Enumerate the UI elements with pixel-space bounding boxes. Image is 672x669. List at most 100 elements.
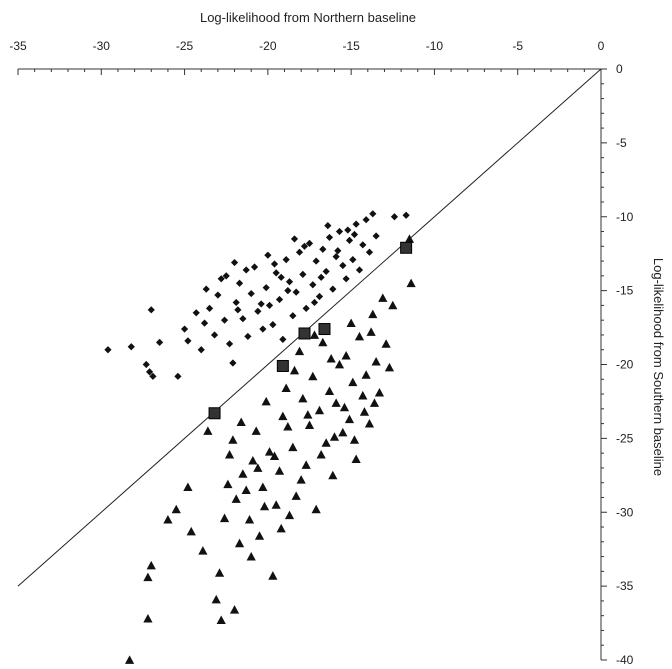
- diamond-point: [254, 308, 261, 315]
- x-tick-label: -10: [426, 39, 444, 53]
- diamond-point: [323, 268, 330, 275]
- triangle-point: [325, 386, 334, 395]
- diamond-point: [286, 278, 293, 285]
- diamond-point: [203, 286, 210, 293]
- y-tick-label: -20: [616, 358, 634, 372]
- diamond-point: [356, 266, 363, 273]
- triangle-point: [255, 531, 264, 540]
- diamond-point: [279, 336, 286, 343]
- diamond-point: [229, 359, 236, 366]
- diamond-point: [239, 315, 246, 322]
- diamond-point: [278, 274, 285, 281]
- y-tick-label: -15: [616, 284, 634, 298]
- triangle-point: [260, 502, 269, 511]
- diamond-point: [244, 333, 251, 340]
- x-tick-label: -25: [176, 39, 194, 53]
- diamond-point: [181, 325, 188, 332]
- diamond-point: [128, 343, 135, 350]
- x-tick-label: -15: [342, 39, 360, 53]
- triangle-point: [350, 435, 359, 444]
- diamond-point: [289, 312, 296, 319]
- diamond-point: [266, 302, 273, 309]
- triangle-point: [318, 338, 327, 347]
- triangle-point: [292, 491, 301, 500]
- triangle-point: [385, 363, 394, 372]
- square-point: [319, 324, 330, 335]
- diamond-point: [243, 266, 250, 273]
- square-point: [299, 328, 310, 339]
- triangle-point: [248, 456, 257, 465]
- diamond-point: [334, 247, 341, 254]
- y-tick-label: -10: [616, 210, 634, 224]
- diamond-point: [316, 293, 323, 300]
- diamond-point: [251, 263, 258, 270]
- triangle-point: [322, 438, 331, 447]
- triangle-point: [230, 605, 239, 614]
- x-tick-label: 0: [598, 39, 605, 53]
- diamond-point: [283, 256, 290, 263]
- triangle-point: [245, 515, 254, 524]
- triangle-point: [143, 614, 152, 623]
- x-tick-label: -5: [512, 39, 523, 53]
- triangle-point: [335, 360, 344, 369]
- diamond-point: [349, 256, 356, 263]
- triangle-point: [352, 454, 361, 463]
- diamond-point: [233, 299, 240, 306]
- diamond-point: [293, 289, 300, 296]
- triangle-point: [198, 546, 207, 555]
- diamond-point: [248, 290, 255, 297]
- diamond-point: [313, 257, 320, 264]
- triangle-point: [302, 460, 311, 469]
- diamond-point: [296, 249, 303, 256]
- diamond-point: [201, 320, 208, 327]
- diamond-point: [184, 337, 191, 344]
- triangle-point: [283, 422, 292, 431]
- triangle-point: [203, 426, 212, 435]
- diamond-point: [214, 291, 221, 298]
- triangle-point: [362, 370, 371, 379]
- diamond-point: [174, 373, 181, 380]
- diamond-point: [211, 331, 218, 338]
- diamond-point: [231, 259, 238, 266]
- triangle-point: [235, 539, 244, 548]
- diamond-point: [319, 246, 326, 253]
- diamond-point: [339, 262, 346, 269]
- triangle-point: [348, 378, 357, 387]
- y-tick-label: -25: [616, 431, 634, 445]
- triangle-point: [298, 394, 307, 403]
- triangle-point: [370, 398, 379, 407]
- diamond-point: [391, 213, 398, 220]
- triangle-point: [338, 428, 347, 437]
- diamond-point: [329, 286, 336, 293]
- diamond-point: [284, 287, 291, 294]
- diamond-point: [403, 212, 410, 219]
- triangle-point: [282, 384, 291, 393]
- diamond-point: [198, 346, 205, 353]
- triangle-point: [310, 330, 319, 339]
- y-tick-label: -5: [616, 136, 627, 150]
- triangle-point: [215, 568, 224, 577]
- diamond-point: [326, 234, 333, 241]
- diamond-point: [343, 275, 350, 282]
- triangle-point: [288, 443, 297, 452]
- diamond-point: [143, 361, 150, 368]
- diamond-point: [346, 237, 353, 244]
- triangle-point: [232, 494, 241, 503]
- triangle-point: [367, 327, 376, 336]
- diamond-point: [226, 340, 233, 347]
- triangle-point: [258, 483, 267, 492]
- x-tick-label: -35: [9, 39, 27, 53]
- x-tick-label: -20: [259, 39, 277, 53]
- y-tick-label: 0: [616, 62, 623, 76]
- triangle-point: [225, 450, 234, 459]
- triangle-point: [125, 655, 134, 664]
- triangle-point: [308, 372, 317, 381]
- data-points: [104, 210, 415, 664]
- triangle-point: [275, 466, 284, 475]
- triangle-point: [317, 450, 326, 459]
- diamond-point: [236, 280, 243, 287]
- diamond-point: [104, 346, 111, 353]
- diamond-point: [271, 260, 278, 267]
- axes: -35 -30 -25 -20 -15 -10 -5 00 -5 -10 -15 -20 -25 -30 -…: [9, 39, 633, 667]
- diamond-point: [299, 271, 306, 278]
